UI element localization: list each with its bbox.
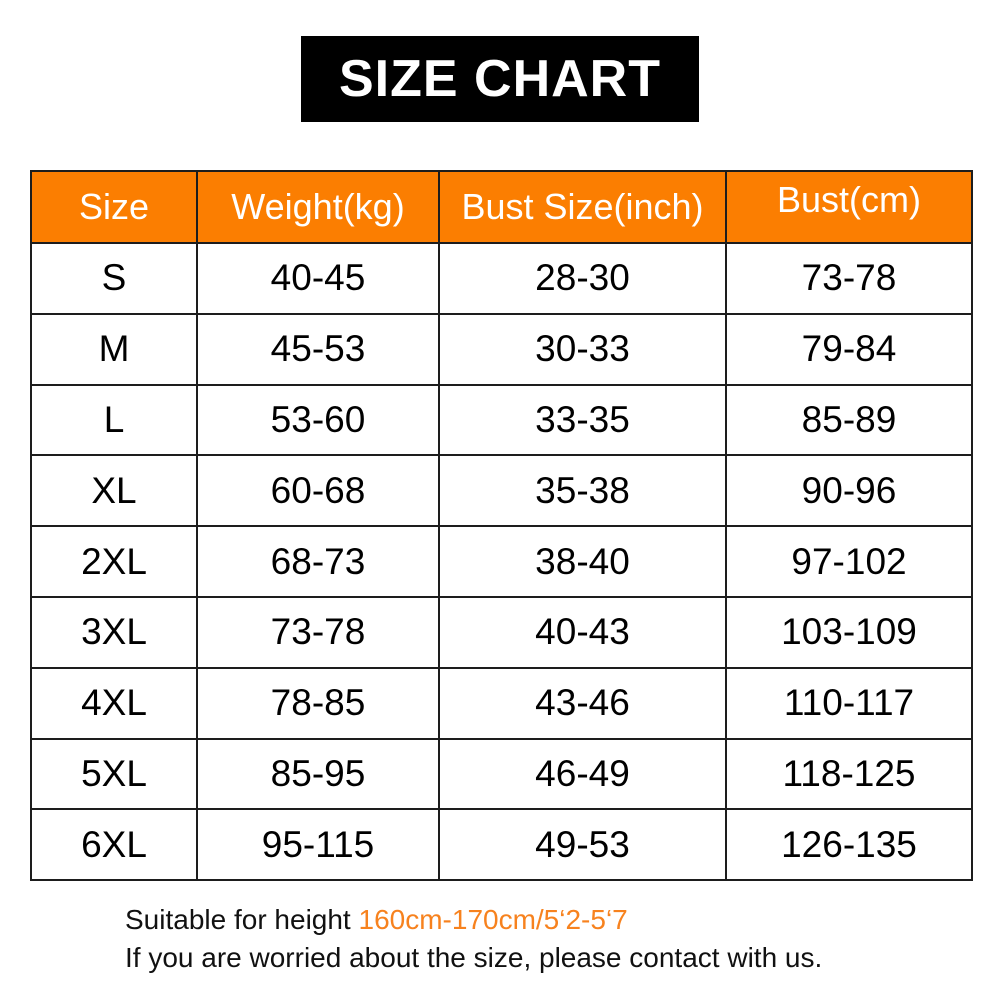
weight-cell: 45-53 <box>196 312 440 386</box>
size-cell: 5XL <box>30 737 198 811</box>
column-header-bust-inch: Bust Size(inch) <box>438 170 727 244</box>
contact-advice-line: If you are worried about the size, pleas… <box>125 942 823 973</box>
size-cell: M <box>30 312 198 386</box>
weight-cell: 85-95 <box>196 737 440 811</box>
bust-inch-cell: 49-53 <box>438 808 727 882</box>
bust-cm-cell: 118-125 <box>725 737 973 811</box>
bust-cm-cell: 110-117 <box>725 666 973 740</box>
bust-inch-cell: 35-38 <box>438 454 727 528</box>
bust-inch-cell: 38-40 <box>438 525 727 598</box>
size-cell: 2XL <box>30 525 198 598</box>
bust-cm-cell: 97-102 <box>725 525 973 598</box>
bust-cm-cell: 90-96 <box>725 454 973 528</box>
bust-inch-cell: 30-33 <box>438 312 727 386</box>
bust-cm-cell: 103-109 <box>725 595 973 669</box>
bust-inch-cell: 28-30 <box>438 242 727 315</box>
column-header-size-label: Size <box>78 186 150 227</box>
bust-inch-cell: 33-35 <box>438 383 727 457</box>
size-cell: XL <box>30 454 198 528</box>
column-header-bust-cm: Bust(cm) <box>725 170 973 244</box>
bust-inch-cell: 46-49 <box>438 737 727 811</box>
table-row-3xl: 3XL 73-78 40-43 103-109 <box>30 595 973 669</box>
height-suitability-prefix: Suitable for height <box>125 904 359 935</box>
size-cell: S <box>30 242 198 315</box>
height-suitability-line: Suitable for height 160cm-170cm/5‘2-5‘7 <box>125 901 822 939</box>
size-cell: 4XL <box>30 666 198 740</box>
table-row-4xl: 4XL 78-85 43-46 110-117 <box>30 666 973 740</box>
bust-cm-cell: 73-78 <box>725 242 973 315</box>
weight-cell: 68-73 <box>196 525 440 598</box>
bust-cm-cell: 85-89 <box>725 383 973 457</box>
weight-cell: 73-78 <box>196 595 440 669</box>
table-row-2xl: 2XL 68-73 38-40 97-102 <box>30 525 973 598</box>
weight-cell: 53-60 <box>196 383 440 457</box>
size-cell: 6XL <box>30 808 198 882</box>
height-range-highlight: 160cm-170cm/5‘2-5‘7 <box>358 904 628 935</box>
column-header-bust-inch-label: Bust Size(inch) <box>461 186 704 227</box>
size-cell: 3XL <box>30 595 198 669</box>
size-chart-banner: SIZE CHART <box>301 36 699 122</box>
header-row: Size Weight(kg) Bust Size(inch) Bust(cm) <box>30 170 973 244</box>
column-header-weight-kg-label: Weight(kg) <box>231 186 405 227</box>
size-chart-table: Size Weight(kg) Bust Size(inch) Bust(cm)… <box>30 170 973 882</box>
footer-note: Suitable for height 160cm-170cm/5‘2-5‘7 … <box>125 901 822 977</box>
size-cell: L <box>30 383 198 457</box>
weight-cell: 40-45 <box>196 242 440 315</box>
column-header-bust-cm-label: Bust(cm) <box>777 179 921 220</box>
column-header-size: Size <box>30 170 198 244</box>
weight-cell: 95-115 <box>196 808 440 882</box>
page-title: SIZE CHART <box>339 50 661 108</box>
table-row-l: L 53-60 33-35 85-89 <box>30 383 973 457</box>
table-row-6xl: 6XL 95-115 49-53 126-135 <box>30 808 973 882</box>
table-row-m: M 45-53 30-33 79-84 <box>30 312 973 386</box>
weight-cell: 78-85 <box>196 666 440 740</box>
table-row-5xl: 5XL 85-95 46-49 118-125 <box>30 737 973 811</box>
table-row-xl: XL 60-68 35-38 90-96 <box>30 454 973 528</box>
bust-cm-cell: 79-84 <box>725 312 973 386</box>
table-row-s: S 40-45 28-30 73-78 <box>30 242 973 315</box>
bust-cm-cell: 126-135 <box>725 808 973 882</box>
weight-cell: 60-68 <box>196 454 440 528</box>
bust-inch-cell: 40-43 <box>438 595 727 669</box>
column-header-weight-kg: Weight(kg) <box>196 170 440 244</box>
bust-inch-cell: 43-46 <box>438 666 727 740</box>
